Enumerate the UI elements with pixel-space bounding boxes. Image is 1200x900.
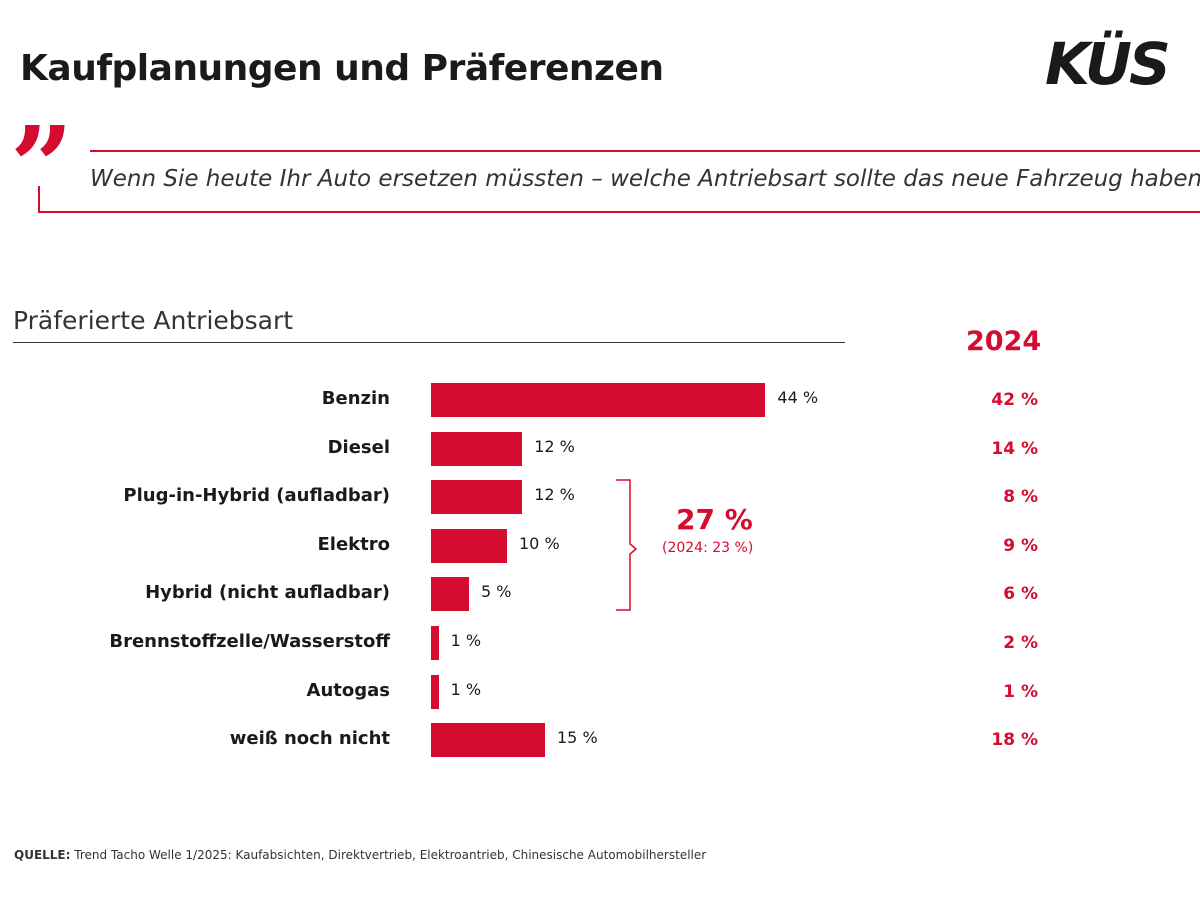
source-label: QUELLE: <box>14 848 71 862</box>
value-2024: 14 % <box>991 438 1038 459</box>
value-2024: 6 % <box>1003 584 1038 605</box>
divider <box>38 211 1200 213</box>
category-label: Autogas <box>306 679 390 701</box>
value-label: 1 % <box>450 679 482 699</box>
category-label: Benzin <box>321 388 390 409</box>
value-2024: 2 % <box>1003 633 1038 653</box>
value-label: 5 % <box>481 582 512 602</box>
value-2024: 1 % <box>1003 681 1038 702</box>
category-label: Brennstoffzelle/Wasserstoff <box>109 631 390 652</box>
bar <box>431 674 439 709</box>
kues-logo: KÜS <box>1045 30 1171 98</box>
value-label: 44 % <box>777 388 819 407</box>
source-note: QUELLE: Trend Tacho Welle 1/2025: Kaufab… <box>14 848 706 862</box>
value-2024: 42 % <box>991 390 1038 410</box>
category-label: Elektro <box>317 533 391 555</box>
group-bracket <box>616 479 638 611</box>
value-label: 12 % <box>534 485 575 505</box>
survey-question: Wenn Sie heute Ihr Auto ersetzen müssten… <box>90 166 1200 192</box>
divider <box>13 342 845 343</box>
source-text: Trend Tacho Welle 1/2025: Kaufabsichten,… <box>74 848 707 862</box>
bar <box>431 431 523 466</box>
value-label: 10 % <box>519 533 560 553</box>
category-label: weiß noch nicht <box>229 728 390 750</box>
bar <box>431 626 439 660</box>
group-total: 27 % <box>676 503 753 536</box>
bar <box>431 383 766 417</box>
value-label: 12 % <box>534 436 575 456</box>
value-2024: 9 % <box>1003 535 1038 556</box>
bar <box>431 480 523 515</box>
comparison-header: 2024 <box>966 326 1042 357</box>
bar <box>431 577 469 612</box>
quote-icon: ” <box>10 102 74 231</box>
chart-title: Präferierte Antriebsart <box>13 306 294 335</box>
category-label: Hybrid (nicht aufladbar) <box>145 582 390 604</box>
divider <box>90 150 1200 152</box>
category-label: Plug-in-Hybrid (aufladbar) <box>123 485 390 507</box>
page-title: Kaufplanungen und Präferenzen <box>20 48 664 89</box>
value-2024: 18 % <box>991 730 1038 751</box>
bar <box>431 528 507 563</box>
value-label: 15 % <box>557 728 598 748</box>
divider <box>38 186 40 213</box>
value-label: 1 % <box>450 631 482 650</box>
value-2024: 8 % <box>1003 487 1038 508</box>
category-label: Diesel <box>327 436 390 458</box>
group-total-2024: (2024: 23 %) <box>662 540 754 556</box>
bar <box>431 723 545 758</box>
